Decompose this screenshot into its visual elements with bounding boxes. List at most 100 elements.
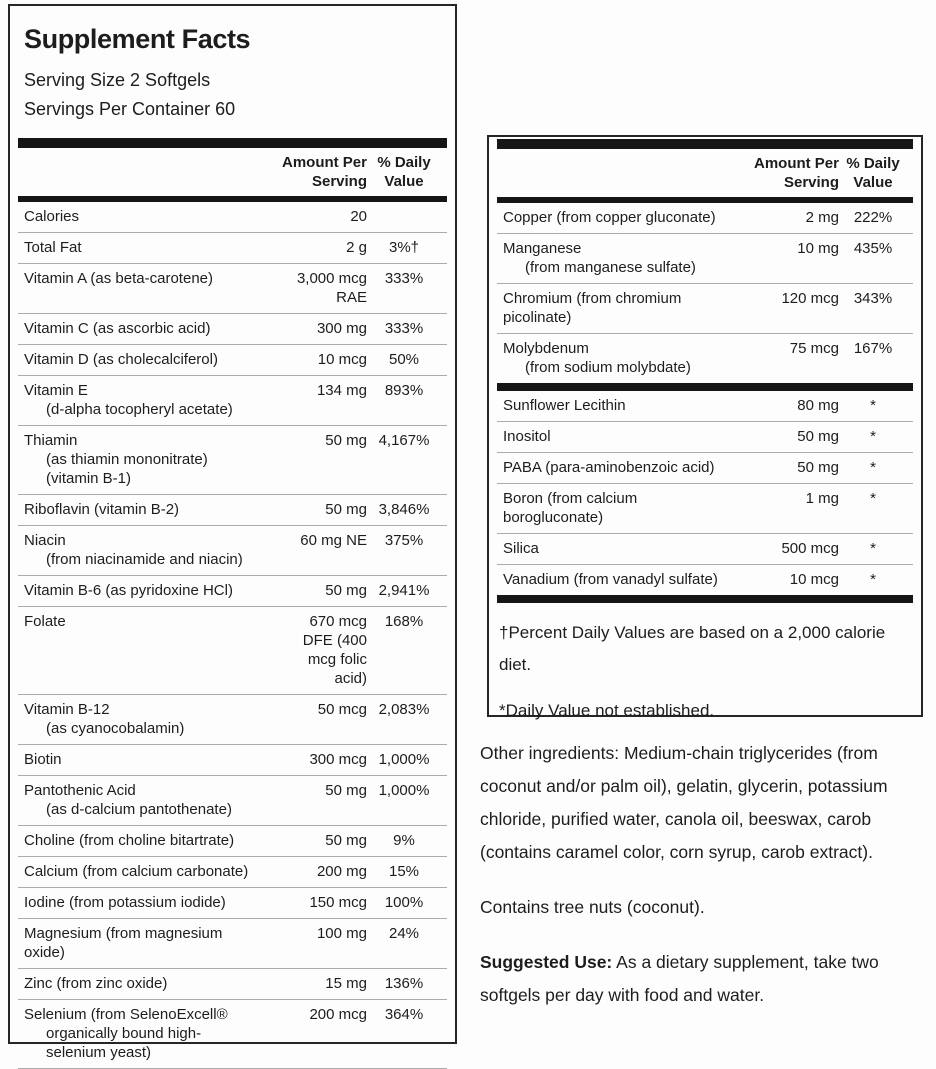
daily-value: 893% bbox=[384, 382, 424, 399]
ingredient-name-text: Sunflower Lecithin bbox=[503, 397, 626, 414]
daily-value: * bbox=[870, 540, 876, 557]
table-row: Pantothenic Acid (as d-calcium pantothena… bbox=[18, 776, 447, 826]
amount-value: 120 mcg bbox=[781, 290, 839, 307]
ingredient-name: Vitamin D (as cholecalciferol) bbox=[24, 350, 267, 369]
table-row: Calories 20 bbox=[18, 202, 447, 233]
ingredient-name: Chromium (from chromium picolinate) bbox=[503, 289, 744, 327]
ingredient-name: Vitamin E (d-alpha tocopheryl acetate) bbox=[24, 381, 267, 419]
header-spacer bbox=[503, 154, 744, 192]
ingredient-source: organically bound high-selenium yeast) bbox=[46, 1025, 202, 1061]
table-row: Biotin 300 mcg 1,000% bbox=[18, 745, 447, 776]
ingredient-source: (from manganese sulfate) bbox=[525, 259, 696, 276]
table-row: Vitamin E (d-alpha tocopheryl acetate) 134… bbox=[18, 376, 447, 426]
table-row: Total Fat 2 g 3%† bbox=[18, 233, 447, 264]
thick-rule bbox=[18, 196, 447, 202]
daily-value: 3%† bbox=[388, 239, 420, 256]
ingredient-name-text: Calories bbox=[24, 208, 80, 225]
table-row: Vitamin A (as beta-carotene) 3,000 mcg RA… bbox=[18, 264, 447, 314]
ingredient-name-text: Molybdenum bbox=[503, 340, 589, 357]
table-row: Copper (from copper gluconate) 2 mg 222% bbox=[497, 203, 913, 234]
amount-value: 2 mg bbox=[805, 209, 839, 226]
ingredient-name-text: Vanadium (from vanadyl sulfate) bbox=[503, 571, 718, 588]
table-row: Zinc (from zinc oxide) 15 mg 136% bbox=[18, 969, 447, 1000]
daily-value: 435% bbox=[853, 240, 893, 257]
ingredient-name-text: Thiamin bbox=[24, 432, 78, 449]
table-header: Amount Per Serving % Daily Value bbox=[497, 149, 913, 197]
thick-rule bbox=[497, 383, 913, 391]
ingredient-name-text: Silica bbox=[503, 540, 539, 557]
table-row: Vitamin C (as ascorbic acid) 300 mg 333% bbox=[18, 314, 447, 345]
daily-value bbox=[367, 207, 441, 226]
amount-value: 50 mg bbox=[325, 782, 367, 799]
ingredient-name-text: Pantothenic Acid bbox=[24, 782, 136, 799]
footnote-calorie: †Percent Daily Values are based on a 2,0… bbox=[499, 623, 886, 674]
header-spacer bbox=[24, 153, 267, 191]
amount-value: 150 mcg bbox=[309, 894, 367, 911]
ingredient-name: Choline (from choline bitartrate) bbox=[24, 831, 267, 850]
thick-rule bbox=[497, 197, 913, 203]
ingredient-name: Inositol bbox=[503, 427, 744, 446]
table-row: Folate 670 mcg DFE (400 mcg folic acid) 16… bbox=[18, 607, 447, 695]
ingredient-source: (as cyanocobalamin) bbox=[46, 720, 185, 737]
ingredient-name-text: Calcium (from calcium carbonate) bbox=[24, 863, 249, 880]
ingredient-name-text: Folate bbox=[24, 613, 66, 630]
table-row: Magnesium (from magnesium oxide) 100 mg 24… bbox=[18, 919, 447, 969]
amount-value: 50 mg bbox=[325, 582, 367, 599]
ingredient-name: Vitamin C (as ascorbic acid) bbox=[24, 319, 267, 338]
serving-size: Serving Size 2 Softgels bbox=[24, 70, 211, 90]
additional-info: Other ingredients: Medium-chain triglyce… bbox=[480, 737, 914, 1034]
ingredient-name: Silica bbox=[503, 539, 744, 558]
title-block: Supplement Facts Serving Size 2 Softgels… bbox=[10, 6, 455, 138]
ingredient-name: Boron (from calcium borogluconate) bbox=[503, 489, 744, 527]
amount-value: 50 mg bbox=[325, 432, 367, 449]
daily-value: * bbox=[870, 428, 876, 445]
table-row: Vitamin B-6 (as pyridoxine HCl) 50 mg 2,94… bbox=[18, 576, 447, 607]
table-row: Silica 500 mcg * bbox=[497, 534, 913, 565]
panel-title: Supplement Facts bbox=[24, 24, 251, 54]
daily-value: 9% bbox=[393, 832, 415, 849]
table-row: Riboflavin (vitamin B-2) 50 mg 3,846% bbox=[18, 495, 447, 526]
thick-rule bbox=[497, 139, 913, 149]
supplement-facts-panel-continued: Amount Per Serving % Daily Value Copper … bbox=[487, 135, 923, 720]
daily-value: 4,167% bbox=[378, 432, 430, 449]
suggested-use-text: As a dietary supplement, take two softge… bbox=[480, 952, 879, 1005]
daily-value: 100% bbox=[384, 894, 424, 911]
ingredient-name: Manganese (from manganese sulfate) bbox=[503, 239, 744, 277]
daily-value: 2,941% bbox=[378, 582, 430, 599]
ingredient-name: Thiamin (as thiamin mononitrate) (vitamin… bbox=[24, 431, 267, 488]
ingredient-name: Magnesium (from magnesium oxide) bbox=[24, 924, 267, 962]
ingredient-name: Vitamin A (as beta-carotene) bbox=[24, 269, 267, 307]
table-header: Amount Per Serving % Daily Value bbox=[18, 148, 447, 196]
ingredient-name: Zinc (from zinc oxide) bbox=[24, 974, 267, 993]
ingredient-name: Calories bbox=[24, 207, 267, 226]
ingredient-name: Folate bbox=[24, 612, 267, 688]
table-row: Vanadium (from vanadyl sulfate) 10 mcg * bbox=[497, 565, 913, 595]
ingredient-name-text: Zinc (from zinc oxide) bbox=[24, 975, 168, 992]
daily-value: * bbox=[870, 490, 876, 507]
amount-value: 300 mcg bbox=[309, 751, 367, 768]
amount-value: 1 mg bbox=[805, 490, 839, 507]
ingredient-name-text: Vitamin B-12 bbox=[24, 701, 110, 718]
thick-rule bbox=[18, 138, 447, 148]
daily-value: 24% bbox=[388, 925, 420, 942]
amount-value: 50 mg bbox=[797, 428, 839, 445]
daily-value: 168% bbox=[384, 613, 424, 630]
allergen-statement: Contains tree nuts (coconut). bbox=[480, 897, 705, 917]
ingredient-name-text: Copper (from copper gluconate) bbox=[503, 209, 716, 226]
suggested-use: Suggested Use: As a dietary supplement, … bbox=[480, 946, 914, 1012]
table-row: Sunflower Lecithin 80 mg * bbox=[497, 391, 913, 422]
table-row: Chromium (from chromium picolinate) 120 mc… bbox=[497, 284, 913, 334]
daily-value-header: % Daily Value bbox=[846, 155, 900, 191]
ingredient-source: picolinate) bbox=[503, 309, 572, 326]
amount-value: 500 mcg bbox=[781, 540, 839, 557]
daily-value: 3,846% bbox=[378, 501, 430, 518]
amount-value: 300 mg bbox=[316, 320, 367, 337]
amount-value: 80 mg bbox=[797, 397, 839, 414]
amount-value: 670 mcg DFE (400 mcg folic acid) bbox=[302, 613, 367, 687]
table-row: Calcium (from calcium carbonate) 200 mg 15… bbox=[18, 857, 447, 888]
table-row: Thiamin (as thiamin mononitrate) (vitamin… bbox=[18, 426, 447, 495]
amount-value: 2 g bbox=[346, 239, 367, 256]
facts-table-other: Sunflower Lecithin 80 mg * Inositol 50 mg * PA… bbox=[497, 391, 913, 595]
daily-value: 375% bbox=[384, 532, 424, 549]
ingredient-name-text: Vitamin A (as beta-carotene) bbox=[24, 270, 213, 287]
